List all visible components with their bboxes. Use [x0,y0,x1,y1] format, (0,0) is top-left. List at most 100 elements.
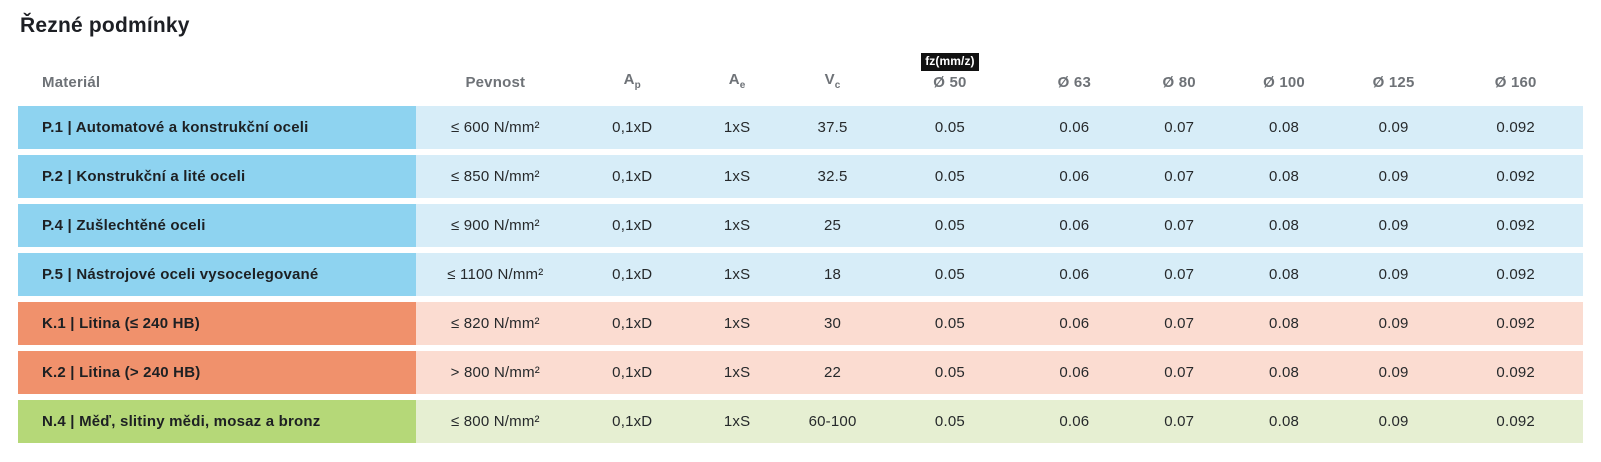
material-cell: P.1 | Automatové a konstrukční oceli [18,106,416,149]
vc-subscript: c [834,80,841,91]
d50-header-stack: fz(mm/z) Ø 50 [921,53,979,91]
fz-cell-d125: 0.09 [1338,302,1449,345]
material-cell: K.1 | Litina (≤ 240 HB) [18,302,416,345]
table-header: Materiál Pevnost Ap Ae Vc fz(mm/z) Ø 50 … [18,52,1583,100]
ae-subscript: e [739,80,746,91]
ap-cell: 0,1xD [575,106,690,149]
pevnost-cell: ≤ 850 N/mm² [415,155,576,198]
fz-cell-d160: 0.092 [1448,351,1583,394]
fz-cell-d160: 0.092 [1448,400,1583,443]
fz-cell-d160: 0.092 [1448,204,1583,247]
fz-cell-d125: 0.09 [1338,106,1449,149]
vc-cell: 60-100 [784,400,881,443]
ae-cell: 1xS [689,351,785,394]
fz-cell-d100: 0.08 [1229,253,1339,296]
fz-cell-d125: 0.09 [1338,253,1449,296]
fz-unit-badge: fz(mm/z) [921,53,979,71]
table-row: P.5 | Nástrojové oceli vysocelegované ≤ … [18,253,1583,296]
vc-cell: 32.5 [784,155,881,198]
fz-cell-d160: 0.092 [1448,106,1583,149]
table-row: K.2 | Litina (> 240 HB) > 800 N/mm² 0,1x… [18,351,1583,394]
col-header-ap: Ap [575,52,689,100]
table-body: P.1 | Automatové a konstrukční oceli ≤ 6… [18,106,1583,443]
fz-cell-d160: 0.092 [1448,253,1583,296]
fz-cell-d80: 0.07 [1129,351,1230,394]
col-header-vc: Vc [785,52,880,100]
material-cell: N.4 | Měď, slitiny mědi, mosaz a bronz [18,400,416,443]
pevnost-cell: ≤ 800 N/mm² [415,400,576,443]
ap-cell: 0,1xD [575,351,690,394]
col-header-pevnost: Pevnost [465,74,526,91]
fz-cell-d100: 0.08 [1229,204,1339,247]
fz-cell-d100: 0.08 [1229,351,1339,394]
material-cell: K.2 | Litina (> 240 HB) [18,351,416,394]
fz-cell-d80: 0.07 [1129,400,1230,443]
col-header-d80: Ø 80 [1162,74,1196,91]
col-header-d63: Ø 63 [1057,74,1091,91]
fz-cell-d80: 0.07 [1129,106,1230,149]
fz-cell-d50: 0.05 [880,106,1020,149]
fz-cell-d100: 0.08 [1229,106,1339,149]
ap-cell: 0,1xD [575,155,690,198]
col-header-ae: Ae [689,52,784,100]
fz-cell-d63: 0.06 [1019,302,1130,345]
vc-cell: 37.5 [784,106,881,149]
fz-cell-d125: 0.09 [1338,351,1449,394]
col-header-d160: Ø 160 [1494,74,1537,91]
ae-cell: 1xS [689,253,785,296]
ae-cell: 1xS [689,204,785,247]
pevnost-cell: ≤ 900 N/mm² [415,204,576,247]
col-header-d125: Ø 125 [1372,74,1415,91]
table-row: K.1 | Litina (≤ 240 HB) ≤ 820 N/mm² 0,1x… [18,302,1583,345]
fz-cell-d125: 0.09 [1338,400,1449,443]
table-row: N.4 | Měď, slitiny mědi, mosaz a bronz ≤… [18,400,1583,443]
ap-base: A [623,71,635,88]
vc-cell: 22 [784,351,881,394]
fz-cell-d63: 0.06 [1019,155,1130,198]
ae-cell: 1xS [689,155,785,198]
material-cell: P.2 | Konstrukční a lité oceli [18,155,416,198]
ap-cell: 0,1xD [575,400,690,443]
material-cell: P.4 | Zušlechtěné oceli [18,204,416,247]
table-row: P.4 | Zušlechtěné oceli ≤ 900 N/mm² 0,1x… [18,204,1583,247]
ae-cell: 1xS [689,106,785,149]
fz-cell-d100: 0.08 [1229,400,1339,443]
fz-cell-d63: 0.06 [1019,253,1130,296]
ae-cell: 1xS [689,400,785,443]
vc-cell: 18 [784,253,881,296]
pevnost-cell: > 800 N/mm² [415,351,576,394]
header-row: Materiál Pevnost Ap Ae Vc fz(mm/z) Ø 50 … [18,52,1583,100]
col-header-material: Materiál [42,74,101,91]
fz-cell-d50: 0.05 [880,253,1020,296]
ae-base: A [728,71,740,88]
fz-cell-d125: 0.09 [1338,204,1449,247]
fz-cell-d50: 0.05 [880,204,1020,247]
table-row: P.2 | Konstrukční a lité oceli ≤ 850 N/m… [18,155,1583,198]
fz-cell-d100: 0.08 [1229,302,1339,345]
ap-cell: 0,1xD [575,253,690,296]
cutting-conditions-table: Materiál Pevnost Ap Ae Vc fz(mm/z) Ø 50 … [18,46,1583,449]
vc-cell: 25 [784,204,881,247]
ae-cell: 1xS [689,302,785,345]
fz-cell-d50: 0.05 [880,351,1020,394]
fz-cell-d63: 0.06 [1019,351,1130,394]
fz-cell-d63: 0.06 [1019,400,1130,443]
fz-cell-d80: 0.07 [1129,155,1230,198]
pevnost-cell: ≤ 1100 N/mm² [415,253,576,296]
fz-cell-d80: 0.07 [1129,302,1230,345]
ap-subscript: p [634,80,641,91]
fz-cell-d63: 0.06 [1019,106,1130,149]
fz-cell-d160: 0.092 [1448,302,1583,345]
fz-cell-d50: 0.05 [880,155,1020,198]
fz-cell-d100: 0.08 [1229,155,1339,198]
page-title: Řezné podmínky [20,14,190,37]
fz-cell-d80: 0.07 [1129,253,1230,296]
ap-cell: 0,1xD [575,302,690,345]
pevnost-cell: ≤ 600 N/mm² [415,106,576,149]
fz-cell-d63: 0.06 [1019,204,1130,247]
material-cell: P.5 | Nástrojové oceli vysocelegované [18,253,416,296]
pevnost-cell: ≤ 820 N/mm² [415,302,576,345]
fz-cell-d125: 0.09 [1338,155,1449,198]
fz-cell-d50: 0.05 [880,302,1020,345]
